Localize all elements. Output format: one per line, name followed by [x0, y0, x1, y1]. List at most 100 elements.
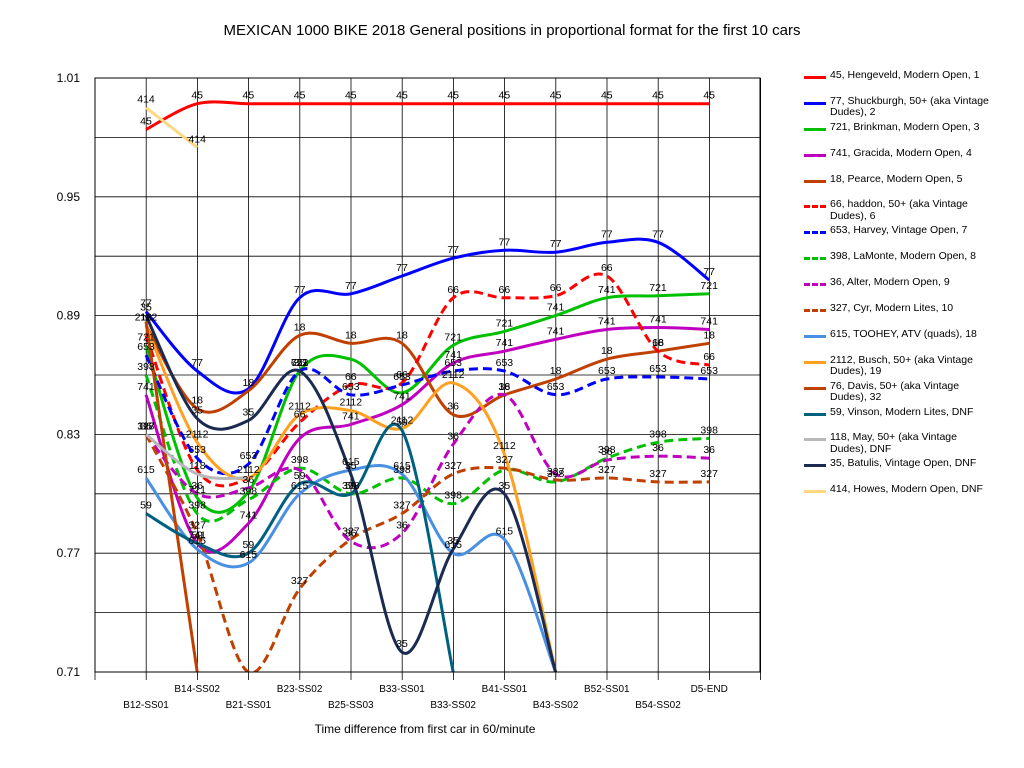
data-label: 36	[140, 420, 152, 432]
data-label: 18	[140, 312, 152, 324]
data-label: 35	[294, 357, 306, 369]
legend-item: 615, TOOHEY, ATV (quads), 18	[800, 328, 990, 355]
data-label: 45	[191, 90, 203, 102]
data-label: 327	[137, 420, 155, 432]
data-label: 398	[342, 480, 360, 492]
series-line-741	[144, 325, 710, 554]
data-label: 327	[547, 466, 565, 478]
data-label: 77	[601, 228, 613, 240]
legend-swatch	[804, 231, 826, 235]
legend-label: 721, Brinkman, Modern Open, 3	[830, 120, 980, 133]
data-label: 653	[496, 357, 514, 369]
legend-item: 77, Shuckburgh, 50+ (aka Vintage Dudes),…	[800, 94, 990, 122]
data-label: 45	[243, 90, 255, 102]
data-label: 77	[550, 238, 562, 250]
data-label: 615	[137, 464, 155, 476]
data-label: 45	[396, 90, 408, 102]
data-label: 35	[140, 302, 152, 314]
data-label: 36	[703, 444, 715, 456]
data-label: 66	[499, 284, 511, 296]
data-label: 398	[188, 500, 206, 512]
x-tick-label: B52-SS01	[584, 684, 630, 695]
legend-label: 118, May, 50+ (aka Vintage Dudes), DNF	[830, 431, 957, 455]
legend-label: 653, Harvey, Vintage Open, 7	[830, 224, 968, 237]
data-label: 77	[499, 236, 511, 248]
data-label: 45	[140, 115, 152, 127]
data-label: 18	[550, 365, 562, 377]
series-line-118	[145, 433, 249, 480]
data-label: 615	[240, 549, 258, 561]
data-label: 18	[191, 395, 203, 407]
series-line-76	[144, 321, 199, 672]
series-line-2112	[144, 324, 558, 672]
data-label: 653	[137, 341, 155, 353]
data-label: 653	[444, 357, 462, 369]
series-line-721	[144, 292, 710, 514]
legend-label: 77, Shuckburgh, 50+ (aka Vintage Dudes),…	[830, 94, 989, 119]
data-label: 45	[447, 90, 459, 102]
data-label: 398	[547, 468, 565, 480]
legend-swatch	[804, 309, 826, 313]
data-label: 398	[649, 428, 667, 440]
legend-item: 18, Pearce, Modern Open, 5	[800, 173, 990, 200]
legend-swatch	[804, 101, 826, 105]
plot-border	[94, 77, 761, 673]
data-label: 59	[294, 470, 306, 482]
data-label: 398	[240, 486, 258, 498]
data-label: 615	[444, 539, 462, 551]
x-tick-label: B12-SS01	[123, 700, 169, 711]
data-label: 66	[652, 337, 664, 349]
data-label: 36	[447, 401, 459, 413]
data-label: 327	[393, 500, 411, 512]
legend-label: 327, Cyr, Modern Lites, 10	[830, 302, 954, 315]
legend-label: 36, Alter, Modern Open, 9	[830, 276, 950, 289]
data-label: 741	[137, 381, 155, 393]
data-label: 77	[652, 228, 664, 240]
data-label: 2112	[340, 397, 363, 409]
data-label: 327	[598, 464, 616, 476]
data-label: 18	[601, 345, 613, 357]
data-label: 653	[649, 363, 667, 375]
data-label: 45	[499, 90, 511, 102]
legend-item: 66, haddon, 50+ (aka Vintage Dudes), 6	[800, 199, 990, 225]
legend: 45, Hengeveld, Modern Open, 1 77, Shuckbu…	[800, 69, 990, 510]
y-tick-label: 0.95	[57, 190, 81, 204]
y-tick-label: 0.71	[57, 665, 81, 679]
data-label: 45	[652, 90, 664, 102]
x-tick-label: B43-SS02	[533, 700, 579, 711]
legend-swatch	[804, 76, 826, 79]
series-line-66	[144, 272, 710, 488]
x-tick-label: B25-SS03	[328, 700, 374, 711]
data-label: 327	[188, 519, 206, 531]
data-label: 741	[496, 337, 514, 349]
x-tick-label: B54-SS02	[635, 700, 681, 711]
x-tick-label: B21-SS01	[226, 700, 272, 711]
chart-title: MEXICAN 1000 BIKE 2018 General positions…	[223, 22, 801, 39]
series-line-59	[145, 422, 455, 672]
data-label: 59	[191, 529, 203, 541]
data-label: 18	[396, 329, 408, 341]
data-label: 327	[496, 454, 514, 466]
series-line-77	[144, 237, 711, 395]
data-label: 414	[188, 133, 206, 145]
data-label: 327	[342, 525, 360, 537]
legend-swatch	[804, 360, 826, 364]
data-label: 741	[649, 313, 667, 325]
data-label: 77	[140, 298, 152, 310]
data-label: 653	[188, 444, 206, 456]
series-line-36	[144, 392, 710, 550]
legend-swatch	[804, 386, 826, 390]
data-label: 36	[601, 446, 613, 458]
data-label: 45	[294, 90, 306, 102]
x-axis-title: Time difference from first car in 60/min…	[314, 722, 536, 736]
data-label: 77	[447, 244, 459, 256]
data-label: 615	[496, 525, 514, 537]
data-label: 653	[547, 381, 565, 393]
x-tick-label: B14-SS02	[174, 684, 220, 695]
series-line-414	[145, 106, 199, 149]
data-label: 653	[342, 381, 360, 393]
data-label: 45	[345, 90, 357, 102]
data-label: 18	[652, 337, 664, 349]
data-label: 118	[138, 420, 155, 432]
legend-item: 2112, Busch, 50+ (aka Vintage Dudes), 19	[800, 354, 990, 381]
